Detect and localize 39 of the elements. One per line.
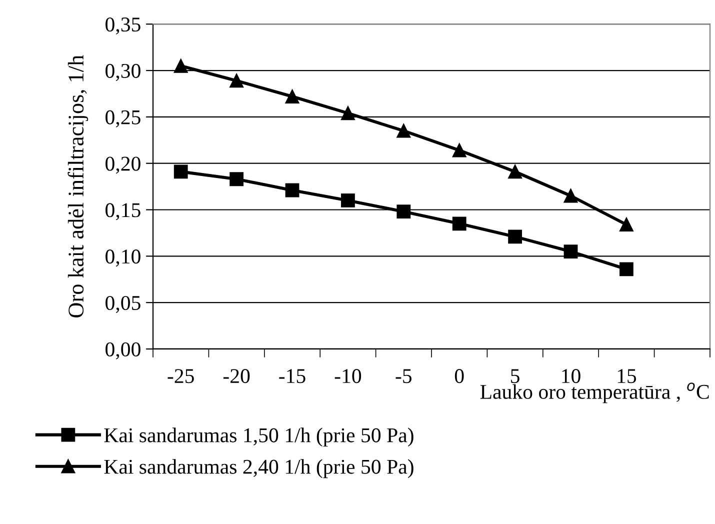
point [564, 188, 578, 203]
y-tick-label: 0,05 [106, 296, 140, 314]
point [230, 74, 244, 88]
y-tick-label: 0,00 [106, 342, 140, 360]
point [396, 124, 411, 138]
x-axis-title: Lauko oro temperatūra , $^{o}$C [480, 382, 709, 404]
x-tick-label: 15 [618, 369, 636, 384]
y-tick-label: 0,15 [106, 203, 140, 220]
point [564, 244, 578, 258]
x-tick-label: -5 [396, 369, 412, 384]
point [620, 218, 634, 232]
point [508, 230, 522, 244]
point [620, 262, 634, 276]
x-tick-label: -25 [168, 369, 194, 384]
point [285, 90, 300, 104]
y-tick-label: 0,20 [106, 156, 140, 174]
point [508, 164, 522, 179]
point [452, 143, 466, 158]
point [174, 164, 188, 179]
point [341, 194, 355, 208]
legend-label: Kai sandarumas 2,40 1/h (prie 50 Pa) [104, 459, 414, 478]
x-tick-label: -10 [334, 369, 362, 384]
y-tick-label: 0,35 [106, 17, 140, 35]
x-tick-label: -15 [279, 369, 306, 384]
point [285, 183, 300, 198]
x-tick-label: -20 [223, 369, 250, 384]
point [174, 58, 188, 73]
x-tick-label: 5 [511, 369, 520, 384]
x-tick-label: 10 [562, 369, 580, 384]
y-tick-label: 0,30 [106, 64, 140, 81]
point [230, 172, 244, 186]
point [341, 106, 355, 120]
x-tick-label: 0 [454, 369, 464, 384]
point [452, 216, 466, 231]
legend-label: Kai sandarumas 1,50 1/h (prie 50 Pa) [104, 428, 414, 447]
y-axis-title: Oro kait adėl infiltracijos, 1/h [68, 55, 88, 318]
point [396, 204, 411, 219]
y-tick-label: 0,10 [106, 250, 140, 267]
y-tick-label: 0,25 [106, 110, 140, 128]
